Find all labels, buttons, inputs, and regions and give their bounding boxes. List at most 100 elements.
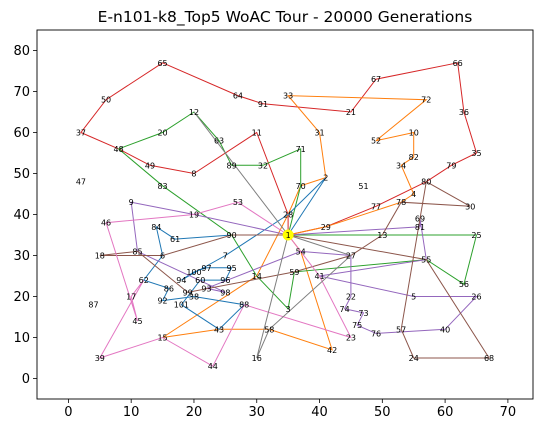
- y-tick-label: 80: [13, 44, 30, 59]
- node-label-53: 53: [233, 198, 243, 207]
- x-tick-label: 0: [64, 405, 72, 420]
- node-label-90: 90: [227, 231, 237, 240]
- y-tick-label: 60: [13, 126, 30, 141]
- node-label-60: 60: [195, 276, 205, 285]
- node-label-101: 101: [174, 301, 189, 310]
- node-label-29: 29: [321, 223, 331, 232]
- node-label-94: 94: [176, 276, 186, 285]
- node-label-8: 8: [191, 170, 196, 179]
- node-label-44: 44: [208, 362, 218, 371]
- x-tick-label: 70: [500, 405, 517, 420]
- node-label-65: 65: [157, 59, 167, 68]
- route-line-7: [98, 201, 352, 367]
- node-label-45: 45: [132, 317, 142, 326]
- node-label-71: 71: [296, 145, 306, 154]
- x-tick-label: 40: [311, 405, 328, 420]
- node-label-20: 20: [157, 129, 167, 138]
- node-label-10: 10: [409, 129, 419, 138]
- node-label-69: 69: [415, 215, 425, 224]
- node-label-80: 80: [421, 178, 431, 187]
- node-label-83: 83: [157, 182, 167, 191]
- node-label-88: 88: [239, 301, 249, 310]
- node-label-62: 62: [139, 276, 149, 285]
- depot-label: 1: [286, 231, 291, 240]
- node-label-52: 52: [371, 137, 381, 146]
- node-label-99: 99: [183, 288, 193, 297]
- node-label-85: 85: [132, 247, 142, 256]
- node-label-61: 61: [170, 235, 180, 244]
- route-line-3: [117, 111, 478, 310]
- y-tick-label: 20: [13, 290, 30, 305]
- node-label-42: 42: [327, 346, 337, 355]
- node-label-100: 100: [186, 268, 201, 277]
- node-label-84: 84: [151, 223, 161, 232]
- node-label-75: 75: [352, 321, 362, 330]
- node-label-35: 35: [471, 149, 481, 158]
- node-label-9: 9: [129, 198, 134, 207]
- node-label-25: 25: [471, 231, 481, 240]
- route-line-6: [99, 180, 491, 359]
- node-label-12: 12: [189, 108, 199, 117]
- node-label-59: 59: [289, 268, 299, 277]
- node-label-2: 2: [323, 174, 328, 183]
- node-label-64: 64: [233, 92, 243, 101]
- node-label-7: 7: [223, 252, 228, 261]
- node-label-32: 32: [258, 161, 268, 170]
- y-tick-label: 50: [13, 167, 30, 182]
- y-tick-label: 30: [13, 249, 30, 264]
- node-label-57: 57: [396, 325, 406, 334]
- node-label-81: 81: [415, 223, 425, 232]
- node-label-67: 67: [371, 75, 381, 84]
- node-label-55: 55: [421, 256, 431, 265]
- node-label-34: 34: [396, 161, 406, 170]
- node-label-46: 46: [101, 219, 111, 228]
- node-label-17: 17: [126, 293, 136, 302]
- axes-layer: 0 10 20 30 40 50 60 70 0 10 20 30 40 50 60 70 80: [13, 44, 516, 420]
- depot-marker: [282, 229, 294, 241]
- y-tick-label: 10: [13, 331, 30, 346]
- node-label-30: 30: [465, 202, 475, 211]
- node-label-37: 37: [76, 129, 86, 138]
- node-label-70: 70: [296, 182, 306, 191]
- node-label-77: 77: [371, 202, 381, 211]
- x-tick-label: 50: [374, 405, 391, 420]
- x-tick-label: 20: [186, 405, 203, 420]
- node-label-16: 16: [252, 354, 262, 363]
- node-label-36: 36: [459, 108, 469, 117]
- x-tick-label: 10: [123, 405, 140, 420]
- node-label-21: 21: [346, 108, 356, 117]
- node-label-68: 68: [484, 354, 494, 363]
- node-label-78: 78: [396, 198, 406, 207]
- node-label-51: 51: [358, 182, 368, 191]
- node-label-82: 82: [409, 153, 419, 162]
- node-label-22: 22: [346, 293, 356, 302]
- node-label-19: 19: [189, 211, 199, 220]
- node-label-23: 23: [346, 334, 356, 343]
- y-tick-label: 70: [13, 85, 30, 100]
- node-label-3: 3: [286, 305, 291, 314]
- node-label-24: 24: [409, 354, 419, 363]
- node-label-91: 91: [258, 100, 268, 109]
- routes-layer: [80, 62, 491, 367]
- node-label-50: 50: [101, 96, 111, 105]
- x-tick-label: 60: [437, 405, 454, 420]
- node-label-48: 48: [114, 145, 124, 154]
- node-label-40: 40: [440, 325, 450, 334]
- node-label-66: 66: [453, 59, 463, 68]
- node-label-72: 72: [421, 96, 431, 105]
- node-label-92: 92: [157, 297, 167, 306]
- node-label-26: 26: [471, 293, 481, 302]
- node-label-96: 96: [220, 276, 230, 285]
- route-line-5: [130, 201, 478, 334]
- node-label-98: 98: [220, 288, 230, 297]
- node-label-63: 63: [214, 137, 224, 146]
- node-label-11: 11: [252, 129, 262, 138]
- node-label-39: 39: [95, 354, 105, 363]
- node-label-54: 54: [296, 247, 306, 256]
- node-label-97: 97: [201, 264, 211, 273]
- node-label-86: 86: [164, 284, 174, 293]
- node-label-73: 73: [358, 309, 368, 318]
- node-label-58: 58: [264, 325, 274, 334]
